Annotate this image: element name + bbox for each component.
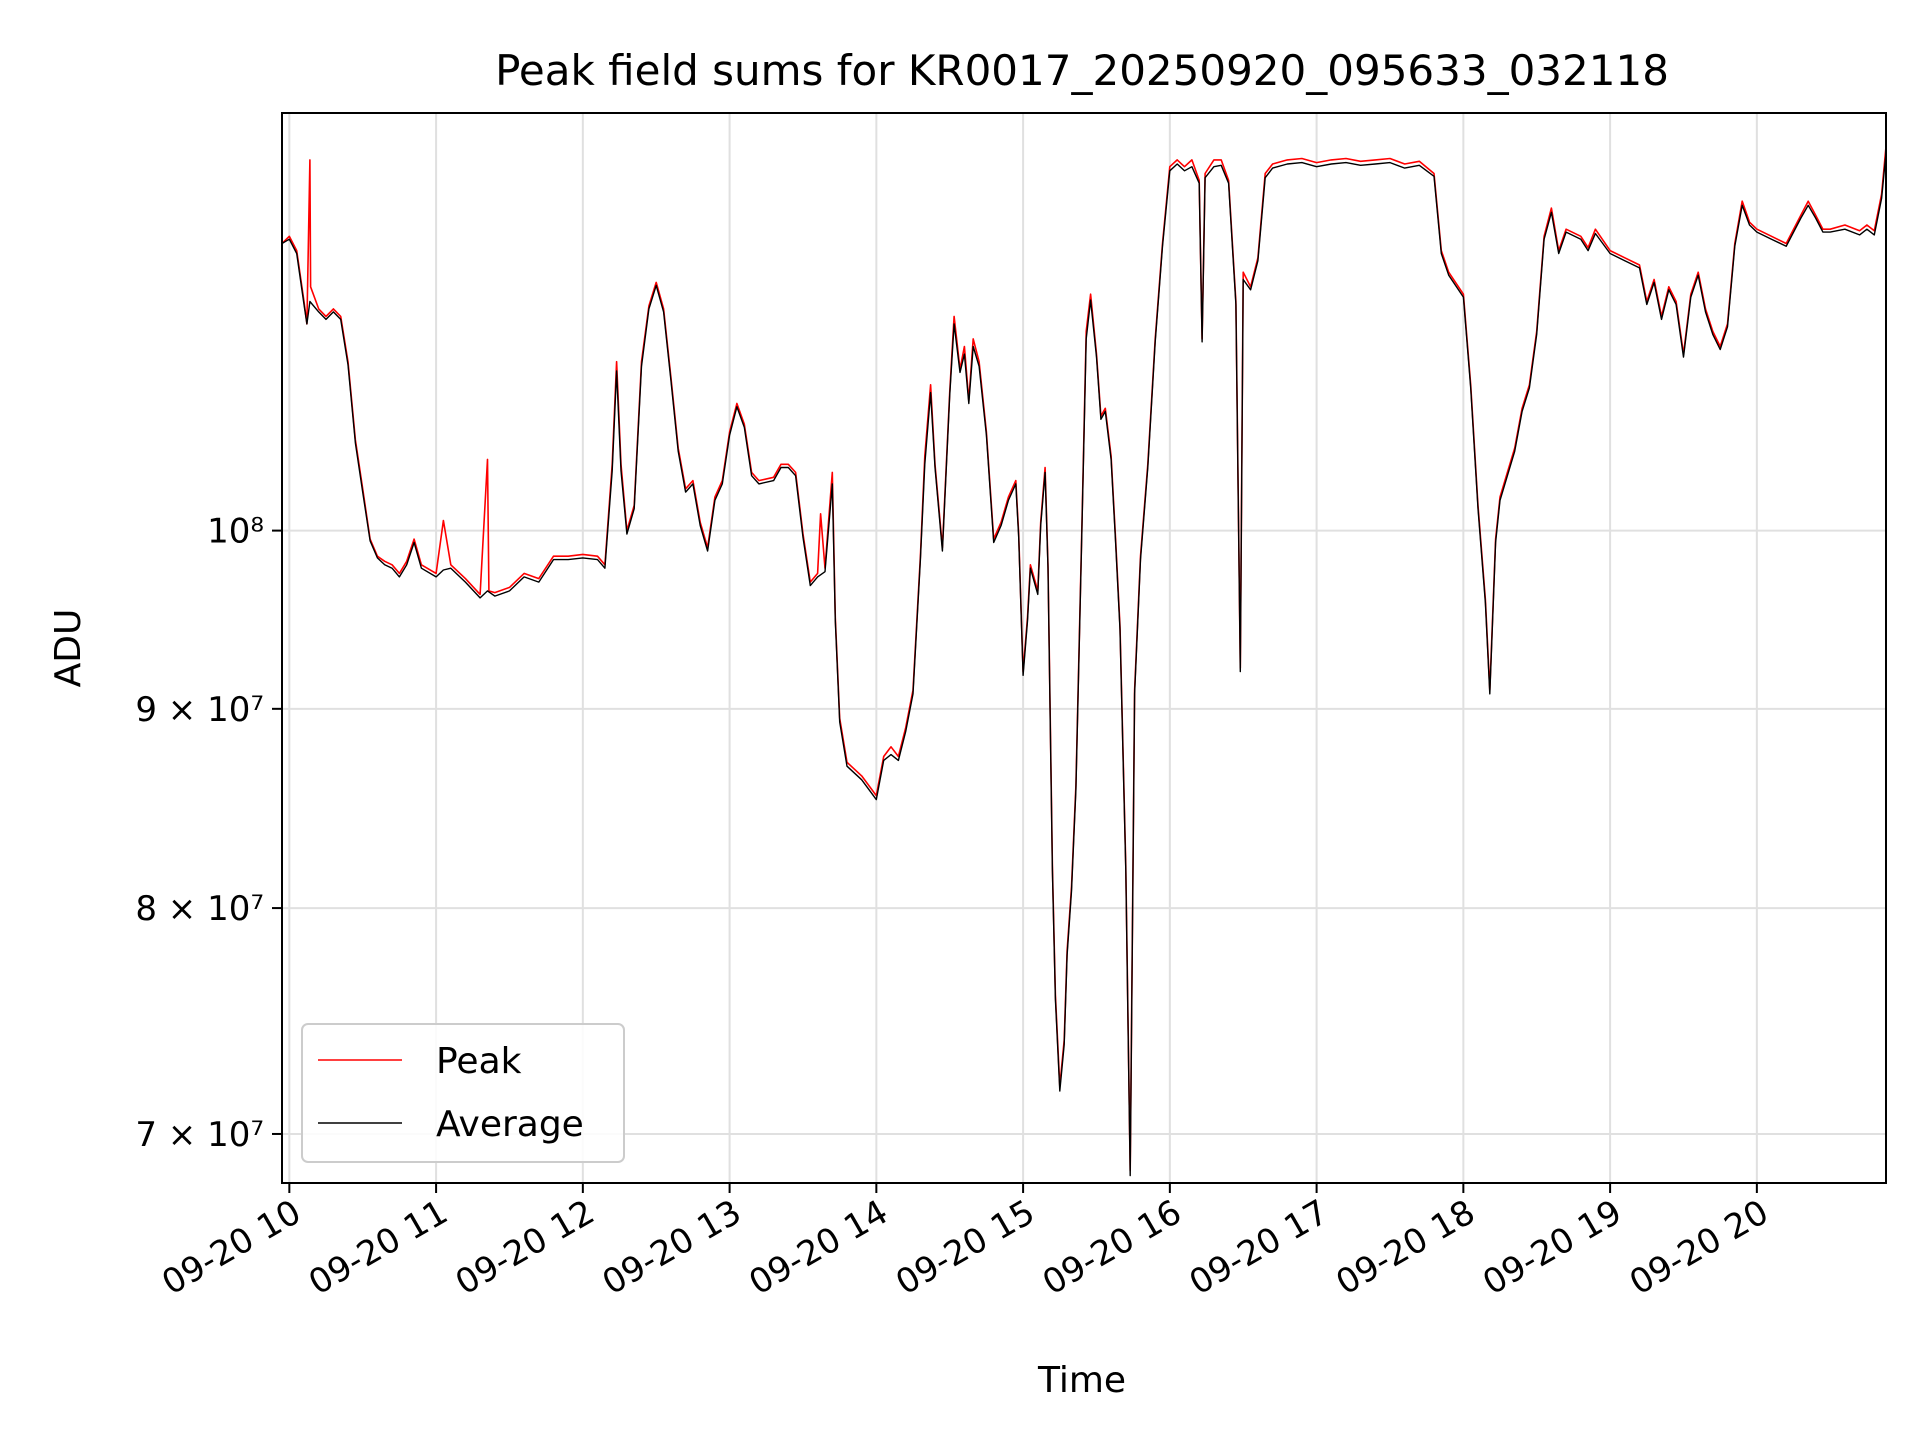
chart-title: Peak field sums for KR0017_20250920_0956… bbox=[495, 46, 1669, 95]
y-tick-label: 9 × 10⁷ bbox=[135, 690, 264, 730]
legend: Peak Average bbox=[301, 1023, 625, 1163]
series-group bbox=[282, 146, 1886, 1177]
plot-area bbox=[282, 146, 1886, 1177]
grid bbox=[282, 113, 1886, 1183]
legend-label-average: Average bbox=[436, 1104, 584, 1145]
x-axis-label: Time bbox=[1037, 1360, 1126, 1401]
y-tick-label: 7 × 10⁷ bbox=[135, 1115, 264, 1155]
legend-box bbox=[301, 1023, 625, 1163]
y-tick-label: 10⁸ bbox=[207, 512, 264, 552]
y-axis: 7 × 10⁷ 8 × 10⁷ 9 × 10⁷ 10⁸ bbox=[135, 512, 282, 1155]
plot-frame bbox=[281, 112, 1887, 1184]
y-tick-label: 8 × 10⁷ bbox=[135, 889, 264, 929]
y-axis-label: ADU bbox=[48, 609, 89, 688]
legend-label-peak: Peak bbox=[436, 1041, 522, 1082]
series-line-average bbox=[282, 153, 1886, 1177]
